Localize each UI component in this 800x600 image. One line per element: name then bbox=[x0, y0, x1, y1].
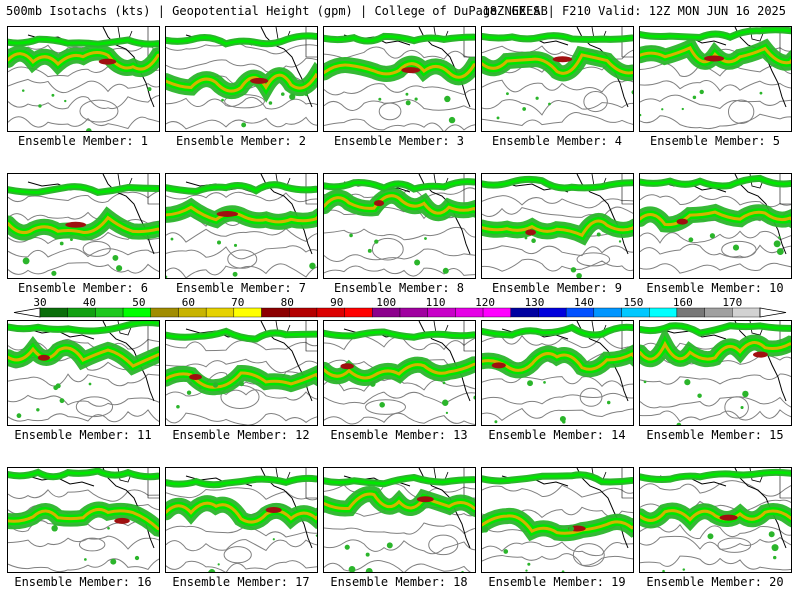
color-scale-tick-label: 50 bbox=[132, 296, 146, 309]
ensemble-member-label: Ensemble Member: 3 bbox=[333, 134, 465, 148]
color-scale-tick-label: 60 bbox=[181, 296, 195, 309]
ensemble-member-label: Ensemble Member: 5 bbox=[649, 134, 781, 148]
ensemble-map-panel bbox=[481, 467, 634, 573]
ensemble-member-label: Ensemble Member: 4 bbox=[491, 134, 623, 148]
header-valid-time: 18Z GEFS | F210 Valid: 12Z MON JUN 16 20… bbox=[482, 4, 786, 18]
ensemble-map-panel bbox=[165, 320, 318, 426]
color-scale-tick-label: 160 bbox=[672, 296, 693, 309]
color-scale-tick-label: 130 bbox=[524, 296, 545, 309]
ensemble-map-panel bbox=[323, 173, 476, 279]
ensemble-map-panel bbox=[481, 320, 634, 426]
color-scale-tick-label: 40 bbox=[82, 296, 97, 309]
ensemble-map-panel bbox=[481, 26, 634, 132]
color-scale-tick-label: 140 bbox=[574, 296, 594, 309]
color-scale-tick-label: 150 bbox=[623, 296, 644, 309]
ensemble-member-label: Ensemble Member: 8 bbox=[333, 281, 465, 295]
color-scale-tick-label: 80 bbox=[280, 296, 294, 309]
ensemble-map-panel bbox=[165, 467, 318, 573]
ensemble-map-panel bbox=[639, 320, 792, 426]
ensemble-map-panel bbox=[7, 320, 160, 426]
ensemble-map-panel bbox=[165, 173, 318, 279]
ensemble-member-label: Ensemble Member: 16 bbox=[14, 575, 152, 589]
ensemble-map-panel bbox=[323, 26, 476, 132]
ensemble-member-label: Ensemble Member: 18 bbox=[330, 575, 468, 589]
color-scale-tick-label: 90 bbox=[330, 296, 344, 309]
ensemble-member-label: Ensemble Member: 1 bbox=[17, 134, 149, 148]
ensemble-member-label: Ensemble Member: 14 bbox=[488, 428, 626, 442]
ensemble-map-panel bbox=[323, 320, 476, 426]
ensemble-map-panel bbox=[165, 26, 318, 132]
ensemble-map-panel bbox=[323, 467, 476, 573]
header-title: 500mb Isotachs (kts) | Geopotential Heig… bbox=[6, 4, 548, 18]
color-scale-tick-label: 70 bbox=[231, 296, 245, 309]
ensemble-map-panel bbox=[639, 467, 792, 573]
ensemble-map-panel bbox=[639, 173, 792, 279]
color-scale-tick-label: 100 bbox=[376, 296, 397, 309]
color-scale-tick-label: 110 bbox=[425, 296, 446, 309]
ensemble-member-label: Ensemble Member: 11 bbox=[14, 428, 152, 442]
ensemble-member-label: Ensemble Member: 13 bbox=[330, 428, 468, 442]
ensemble-map-panel bbox=[7, 467, 160, 573]
ensemble-member-label: Ensemble Member: 17 bbox=[172, 575, 310, 589]
ensemble-member-label: Ensemble Member: 7 bbox=[175, 281, 307, 295]
ensemble-member-label: Ensemble Member: 2 bbox=[175, 134, 307, 148]
color-scale-tick-label: 170 bbox=[722, 296, 743, 309]
color-scale-tick-label: 30 bbox=[33, 296, 47, 309]
ensemble-member-label: Ensemble Member: 12 bbox=[172, 428, 310, 442]
ensemble-map-panel bbox=[7, 173, 160, 279]
ensemble-member-label: Ensemble Member: 6 bbox=[17, 281, 149, 295]
color-scale-tick-label: 120 bbox=[475, 296, 495, 309]
ensemble-member-label: Ensemble Member: 20 bbox=[646, 575, 784, 589]
ensemble-map-panel bbox=[481, 173, 634, 279]
ensemble-map-panel bbox=[7, 26, 160, 132]
ensemble-member-label: Ensemble Member: 19 bbox=[488, 575, 626, 589]
ensemble-member-label: Ensemble Member: 9 bbox=[491, 281, 623, 295]
ensemble-member-label: Ensemble Member: 15 bbox=[646, 428, 784, 442]
ensemble-member-label: Ensemble Member: 10 bbox=[646, 281, 784, 295]
ensemble-map-panel bbox=[639, 26, 792, 132]
isotach-color-scale bbox=[13, 307, 787, 318]
